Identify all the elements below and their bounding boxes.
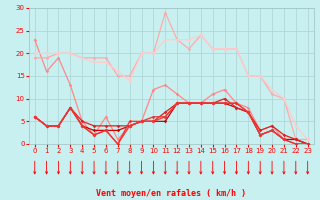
Text: Vent moyen/en rafales ( km/h ): Vent moyen/en rafales ( km/h ) xyxy=(96,189,246,198)
